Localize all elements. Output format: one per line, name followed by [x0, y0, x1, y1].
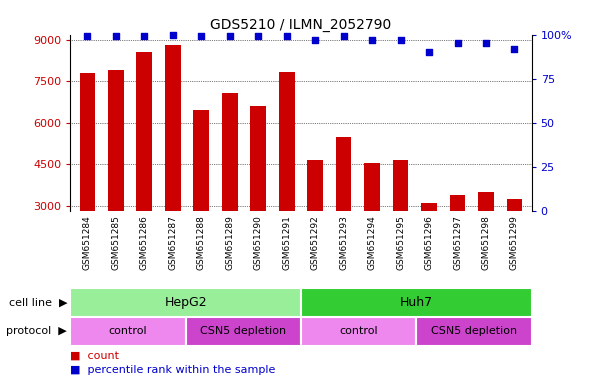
Bar: [70, 288, 301, 317]
Text: protocol  ▶: protocol ▶: [7, 326, 67, 336]
Bar: [136, 52, 152, 288]
Bar: [421, 203, 437, 288]
Text: GSM651288: GSM651288: [197, 215, 206, 270]
Bar: [307, 160, 323, 288]
Bar: [478, 192, 494, 288]
Point: [510, 46, 519, 52]
Bar: [251, 106, 266, 288]
Text: cell line  ▶: cell line ▶: [9, 297, 67, 308]
Point: [338, 33, 348, 40]
Text: CSN5 depletion: CSN5 depletion: [200, 326, 287, 336]
Bar: [70, 317, 186, 346]
Text: control: control: [339, 326, 378, 336]
Bar: [186, 317, 301, 346]
Text: GSM651286: GSM651286: [140, 215, 149, 270]
Text: GSM651287: GSM651287: [168, 215, 177, 270]
Text: GSM651292: GSM651292: [310, 215, 320, 270]
Text: GSM651291: GSM651291: [282, 215, 291, 270]
Text: ■  percentile rank within the sample: ■ percentile rank within the sample: [70, 366, 276, 376]
Point: [196, 33, 206, 40]
Point: [453, 40, 463, 46]
Title: GDS5210 / ILMN_2052790: GDS5210 / ILMN_2052790: [210, 18, 392, 32]
Text: ■  count: ■ count: [70, 350, 119, 360]
Point: [225, 33, 235, 40]
Bar: [279, 71, 295, 288]
Point: [367, 37, 377, 43]
Bar: [301, 288, 532, 317]
Bar: [364, 164, 380, 288]
Text: Huh7: Huh7: [400, 296, 433, 309]
Text: HepG2: HepG2: [164, 296, 207, 309]
Bar: [416, 317, 532, 346]
Text: GSM651284: GSM651284: [83, 215, 92, 270]
Text: GSM651293: GSM651293: [339, 215, 348, 270]
Text: control: control: [109, 326, 147, 336]
Bar: [108, 70, 123, 288]
Bar: [194, 110, 209, 288]
Bar: [301, 317, 416, 346]
Bar: [79, 73, 95, 288]
Point: [168, 31, 178, 38]
Text: GSM651294: GSM651294: [368, 215, 376, 270]
Point: [254, 33, 263, 40]
Point: [282, 33, 291, 40]
Text: CSN5 depletion: CSN5 depletion: [431, 326, 517, 336]
Point: [139, 33, 149, 40]
Text: GSM651296: GSM651296: [425, 215, 434, 270]
Text: GSM651297: GSM651297: [453, 215, 462, 270]
Point: [111, 33, 121, 40]
Bar: [165, 45, 181, 288]
Text: GSM651299: GSM651299: [510, 215, 519, 270]
Bar: [507, 199, 522, 288]
Text: GSM651289: GSM651289: [225, 215, 234, 270]
Point: [82, 33, 92, 40]
Bar: [450, 195, 466, 288]
Point: [396, 37, 406, 43]
Bar: [336, 137, 351, 288]
Bar: [222, 93, 238, 288]
Text: GSM651295: GSM651295: [396, 215, 405, 270]
Text: GSM651290: GSM651290: [254, 215, 263, 270]
Point: [310, 37, 320, 43]
Point: [481, 40, 491, 46]
Text: GSM651298: GSM651298: [481, 215, 491, 270]
Point: [424, 49, 434, 55]
Bar: [393, 160, 408, 288]
Text: GSM651285: GSM651285: [111, 215, 120, 270]
